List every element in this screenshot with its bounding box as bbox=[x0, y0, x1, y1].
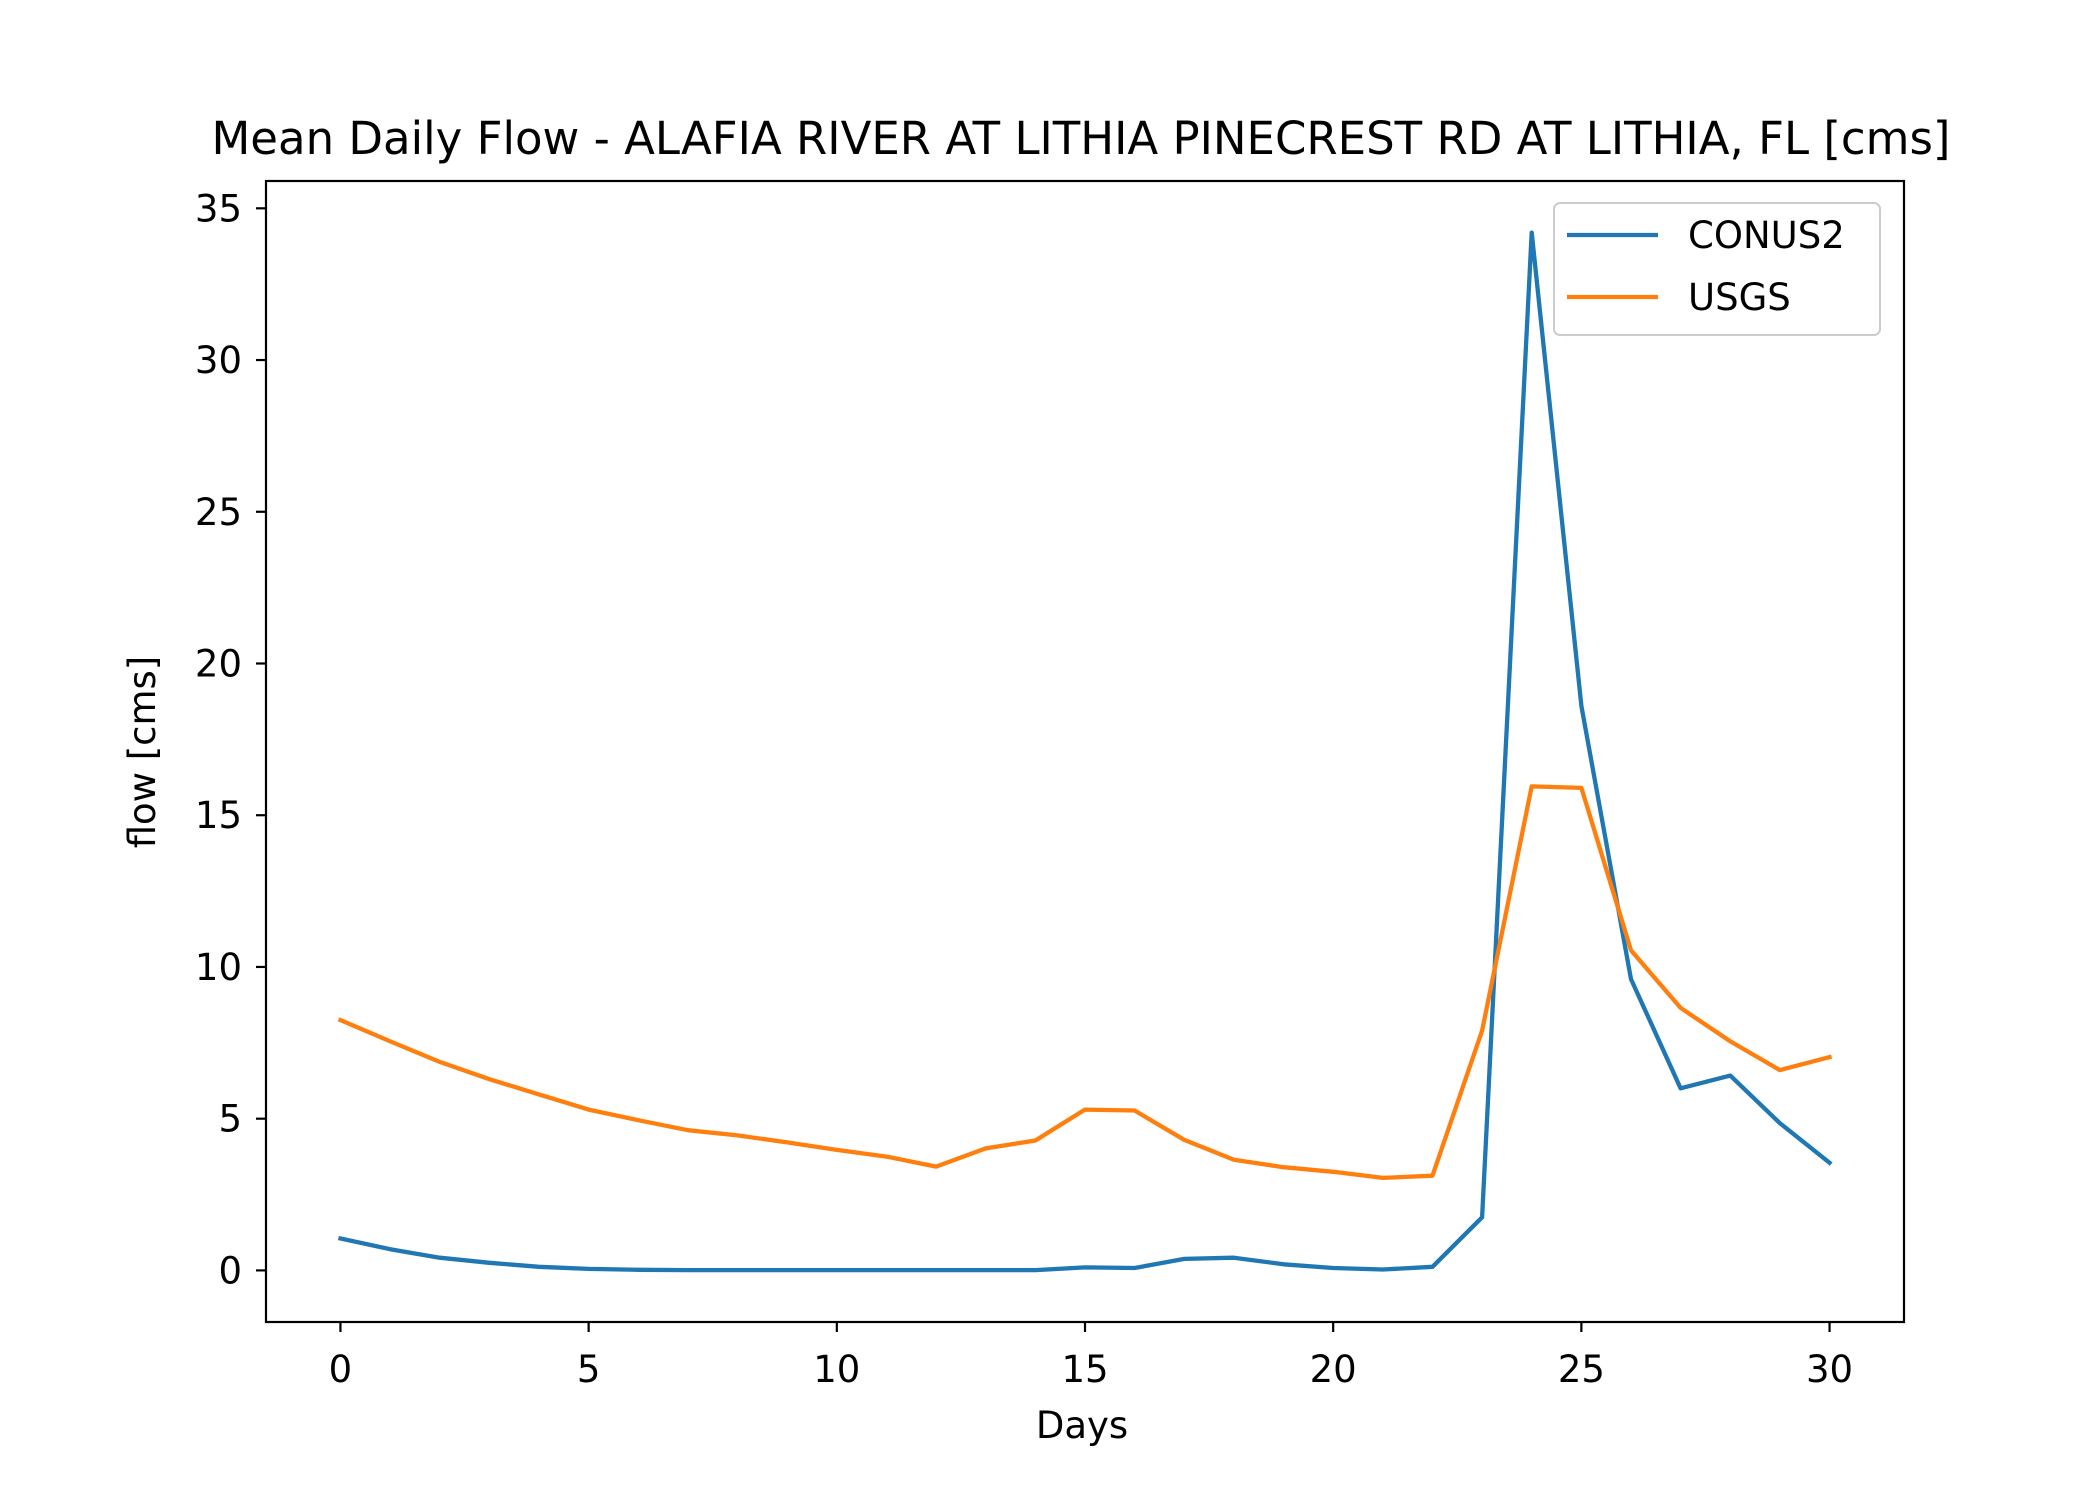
series-line-usgs bbox=[337, 784, 1833, 1181]
y-tick-label: 35 bbox=[195, 187, 242, 230]
series-line-conus2 bbox=[337, 230, 1833, 1273]
y-tick-label: 0 bbox=[218, 1249, 242, 1292]
x-tick-label: 0 bbox=[329, 1348, 353, 1391]
y-tick-label: 25 bbox=[195, 491, 242, 534]
x-axis-ticks: 0 5 10 15 20 25 30 bbox=[329, 1322, 1853, 1391]
x-axis-label: Days bbox=[1036, 1404, 1128, 1447]
y-tick-label: 10 bbox=[195, 946, 242, 989]
x-tick-label: 5 bbox=[577, 1348, 601, 1391]
legend-label-conus2: CONUS2 bbox=[1688, 214, 1845, 257]
series-lines bbox=[337, 230, 1833, 1273]
x-tick-label: 10 bbox=[813, 1348, 860, 1391]
chart-title: Mean Daily Flow - ALAFIA RIVER AT LITHIA… bbox=[211, 112, 1950, 165]
y-tick-label: 5 bbox=[218, 1098, 242, 1141]
y-axis-label: flow [cms] bbox=[121, 656, 164, 849]
y-tick-label: 15 bbox=[195, 794, 242, 837]
x-tick-label: 25 bbox=[1558, 1348, 1605, 1391]
y-tick-label: 20 bbox=[195, 642, 242, 685]
legend-label-usgs: USGS bbox=[1688, 276, 1791, 319]
y-tick-label: 30 bbox=[195, 339, 242, 382]
y-axis-ticks: 0 5 10 15 20 25 30 35 bbox=[195, 187, 266, 1292]
legend: CONUS2 USGS bbox=[1553, 202, 1881, 336]
x-tick-label: 30 bbox=[1806, 1348, 1853, 1391]
x-tick-label: 20 bbox=[1310, 1348, 1357, 1391]
x-tick-label: 15 bbox=[1061, 1348, 1108, 1391]
